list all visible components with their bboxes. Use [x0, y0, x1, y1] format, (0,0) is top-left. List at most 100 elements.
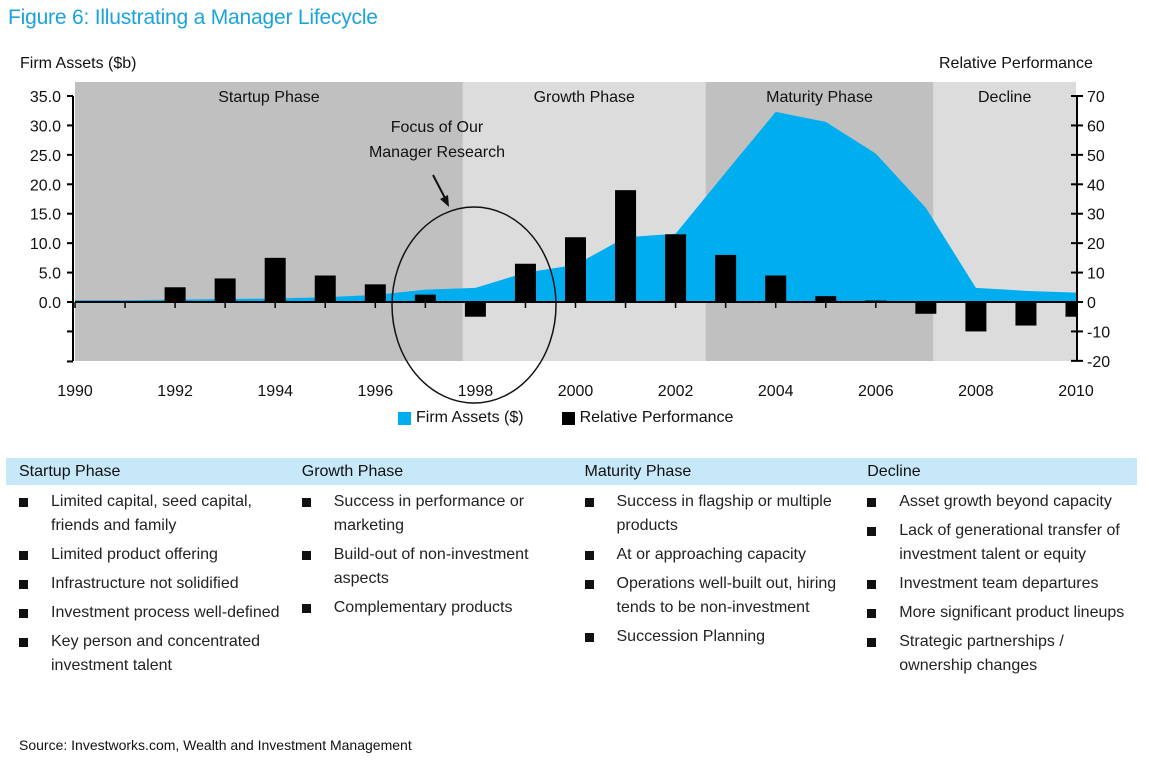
bullet-text: Lack of generational transfer of investm… [899, 522, 1120, 563]
performance-bar-2010 [1065, 302, 1076, 317]
performance-bar-1998 [464, 302, 486, 317]
bullet-item: Investment team departures [867, 572, 1137, 596]
performance-bar-2005 [815, 296, 837, 302]
annotation-line-1: Focus of Our [391, 119, 484, 136]
square-bullet-icon [584, 551, 594, 560]
bullet-text: Strategic partnerships / ownership chang… [899, 633, 1064, 674]
bullet-item: More significant product lineups [867, 601, 1137, 625]
phase-label-0: Startup Phase [218, 89, 320, 106]
focus-circle [391, 206, 557, 404]
bullet-text: Investment process well-defined [51, 604, 280, 621]
bullet-text: Infrastructure not solidified [51, 575, 239, 592]
right-tick-label-0: 0 [1087, 295, 1096, 312]
phase-table: Startup Phase Growth Phase Maturity Phase D… [6, 458, 1137, 683]
table-header-3: Decline [867, 463, 921, 480]
performance-bar-1994 [264, 257, 286, 302]
table-header-2: Maturity Phase [584, 463, 692, 480]
bullet-item: Infrastructure not solidified [19, 572, 289, 596]
square-bullet-icon [19, 551, 28, 560]
legend-swatch-assets [398, 411, 411, 425]
phase-band-1 [462, 82, 706, 361]
square-bullet-icon [584, 580, 594, 589]
left-tick-label-15: 15.0 [30, 207, 61, 224]
right-tick-label-60: 60 [1087, 118, 1105, 135]
phase-table-body: Limited capital, seed capital, friends a… [6, 485, 1137, 683]
square-bullet-icon [867, 638, 877, 647]
left-tick-label-10: 10.0 [30, 236, 61, 253]
bullet-item: Operations well-built out, hiring tends … [584, 572, 855, 620]
x-tick-label-2000: 2000 [558, 383, 594, 400]
bullet-item: Succession Planning [584, 625, 855, 649]
square-bullet-icon [584, 633, 594, 642]
bullet-item: Build-out of non-investment aspects [301, 543, 572, 591]
legend-item-performance: Relative Performance [561, 409, 733, 427]
bullet-text: Limited product offering [51, 546, 218, 563]
phase-table-header: Startup Phase Growth Phase Maturity Phase D… [6, 458, 1137, 485]
right-tick-label-40: 40 [1087, 177, 1105, 194]
x-tick-label-2006: 2006 [858, 383, 894, 400]
performance-bar-1999 [514, 263, 536, 302]
square-bullet-icon [867, 498, 877, 507]
phase-label-3: Decline [978, 89, 1031, 106]
performance-bar-1996 [364, 284, 386, 302]
bullet-item: Limited product offering [19, 543, 289, 567]
bullet-item: Strategic partnerships / ownership chang… [867, 630, 1137, 678]
left-tick-label-5: 5.0 [39, 266, 61, 283]
square-bullet-icon [867, 527, 877, 536]
legend-swatch-performance [561, 411, 575, 425]
bullet-item: Investment process well-defined [19, 601, 289, 625]
table-header-1: Growth Phase [301, 463, 404, 480]
left-tick-label-30: 30.0 [30, 118, 61, 135]
bullet-text: Investment team departures [899, 575, 1099, 592]
phase-label-2: Maturity Phase [766, 89, 873, 106]
square-bullet-icon [19, 609, 28, 618]
right-tick-label-50: 50 [1087, 148, 1105, 165]
table-column-3: Asset growth beyond capacity Lack of gene… [854, 485, 1137, 683]
square-bullet-icon [19, 498, 28, 507]
bullet-text: More significant product lineups [899, 604, 1125, 621]
performance-bar-1997 [414, 294, 436, 302]
performance-bar-1992 [164, 287, 186, 302]
x-tick-label-1998: 1998 [458, 383, 494, 400]
right-tick-label--20: -20 [1087, 354, 1110, 371]
bullet-item: Complementary products [301, 596, 572, 620]
bullet-item: Limited capital, seed capital, friends a… [19, 490, 289, 538]
legend-item-assets: Firm Assets ($) [398, 409, 524, 427]
phase-band-0 [75, 82, 463, 361]
table-column-0: Limited capital, seed capital, friends a… [6, 485, 289, 683]
square-bullet-icon [301, 498, 311, 507]
x-tick-label-1990: 1990 [57, 383, 93, 400]
square-bullet-icon [584, 498, 594, 507]
right-tick-label--10: -10 [1087, 324, 1110, 341]
performance-bar-1995 [314, 275, 336, 302]
legend-label-assets: Firm Assets ($) [416, 409, 524, 426]
bullet-text: Key person and concentrated investment t… [51, 633, 261, 674]
performance-bar-2002 [665, 234, 687, 302]
square-bullet-icon [19, 638, 28, 647]
performance-bar-2000 [565, 237, 586, 302]
square-bullet-icon [301, 604, 311, 613]
phase-band-3 [933, 82, 1076, 361]
performance-bar-1993 [214, 278, 236, 302]
chart-legend: Firm Assets ($) Relative Performance [398, 409, 771, 427]
left-tick-label-20: 20.0 [30, 177, 61, 194]
left-tick-label-25: 25.0 [30, 148, 61, 165]
annotation-line-2: Manager Research [369, 144, 505, 161]
table-column-2: Success in flagship or multiple products… [572, 485, 855, 683]
left-axis-title: Firm Assets ($b) [20, 55, 137, 72]
performance-bar-2004 [765, 275, 787, 302]
square-bullet-icon [867, 609, 877, 618]
bullet-item: Lack of generational transfer of investm… [867, 519, 1137, 567]
phase-label-1: Growth Phase [534, 89, 635, 106]
bullet-text: Success in flagship or multiple products [616, 493, 832, 534]
right-tick-label-70: 70 [1087, 89, 1105, 106]
annotation-arrow-head [440, 195, 449, 207]
bullet-text: Succession Planning [616, 628, 766, 645]
lifecycle-chart: Startup Phase Growth Phase Maturity Phase D… [30, 82, 1110, 404]
bullet-item: At or approaching capacity [584, 543, 855, 567]
left-tick-label-0: 0.0 [39, 295, 61, 312]
bullet-item: Success in flagship or multiple products [584, 490, 855, 538]
bullet-item: Asset growth beyond capacity [867, 490, 1137, 514]
x-tick-label-2008: 2008 [958, 383, 994, 400]
right-tick-label-30: 30 [1087, 207, 1105, 224]
